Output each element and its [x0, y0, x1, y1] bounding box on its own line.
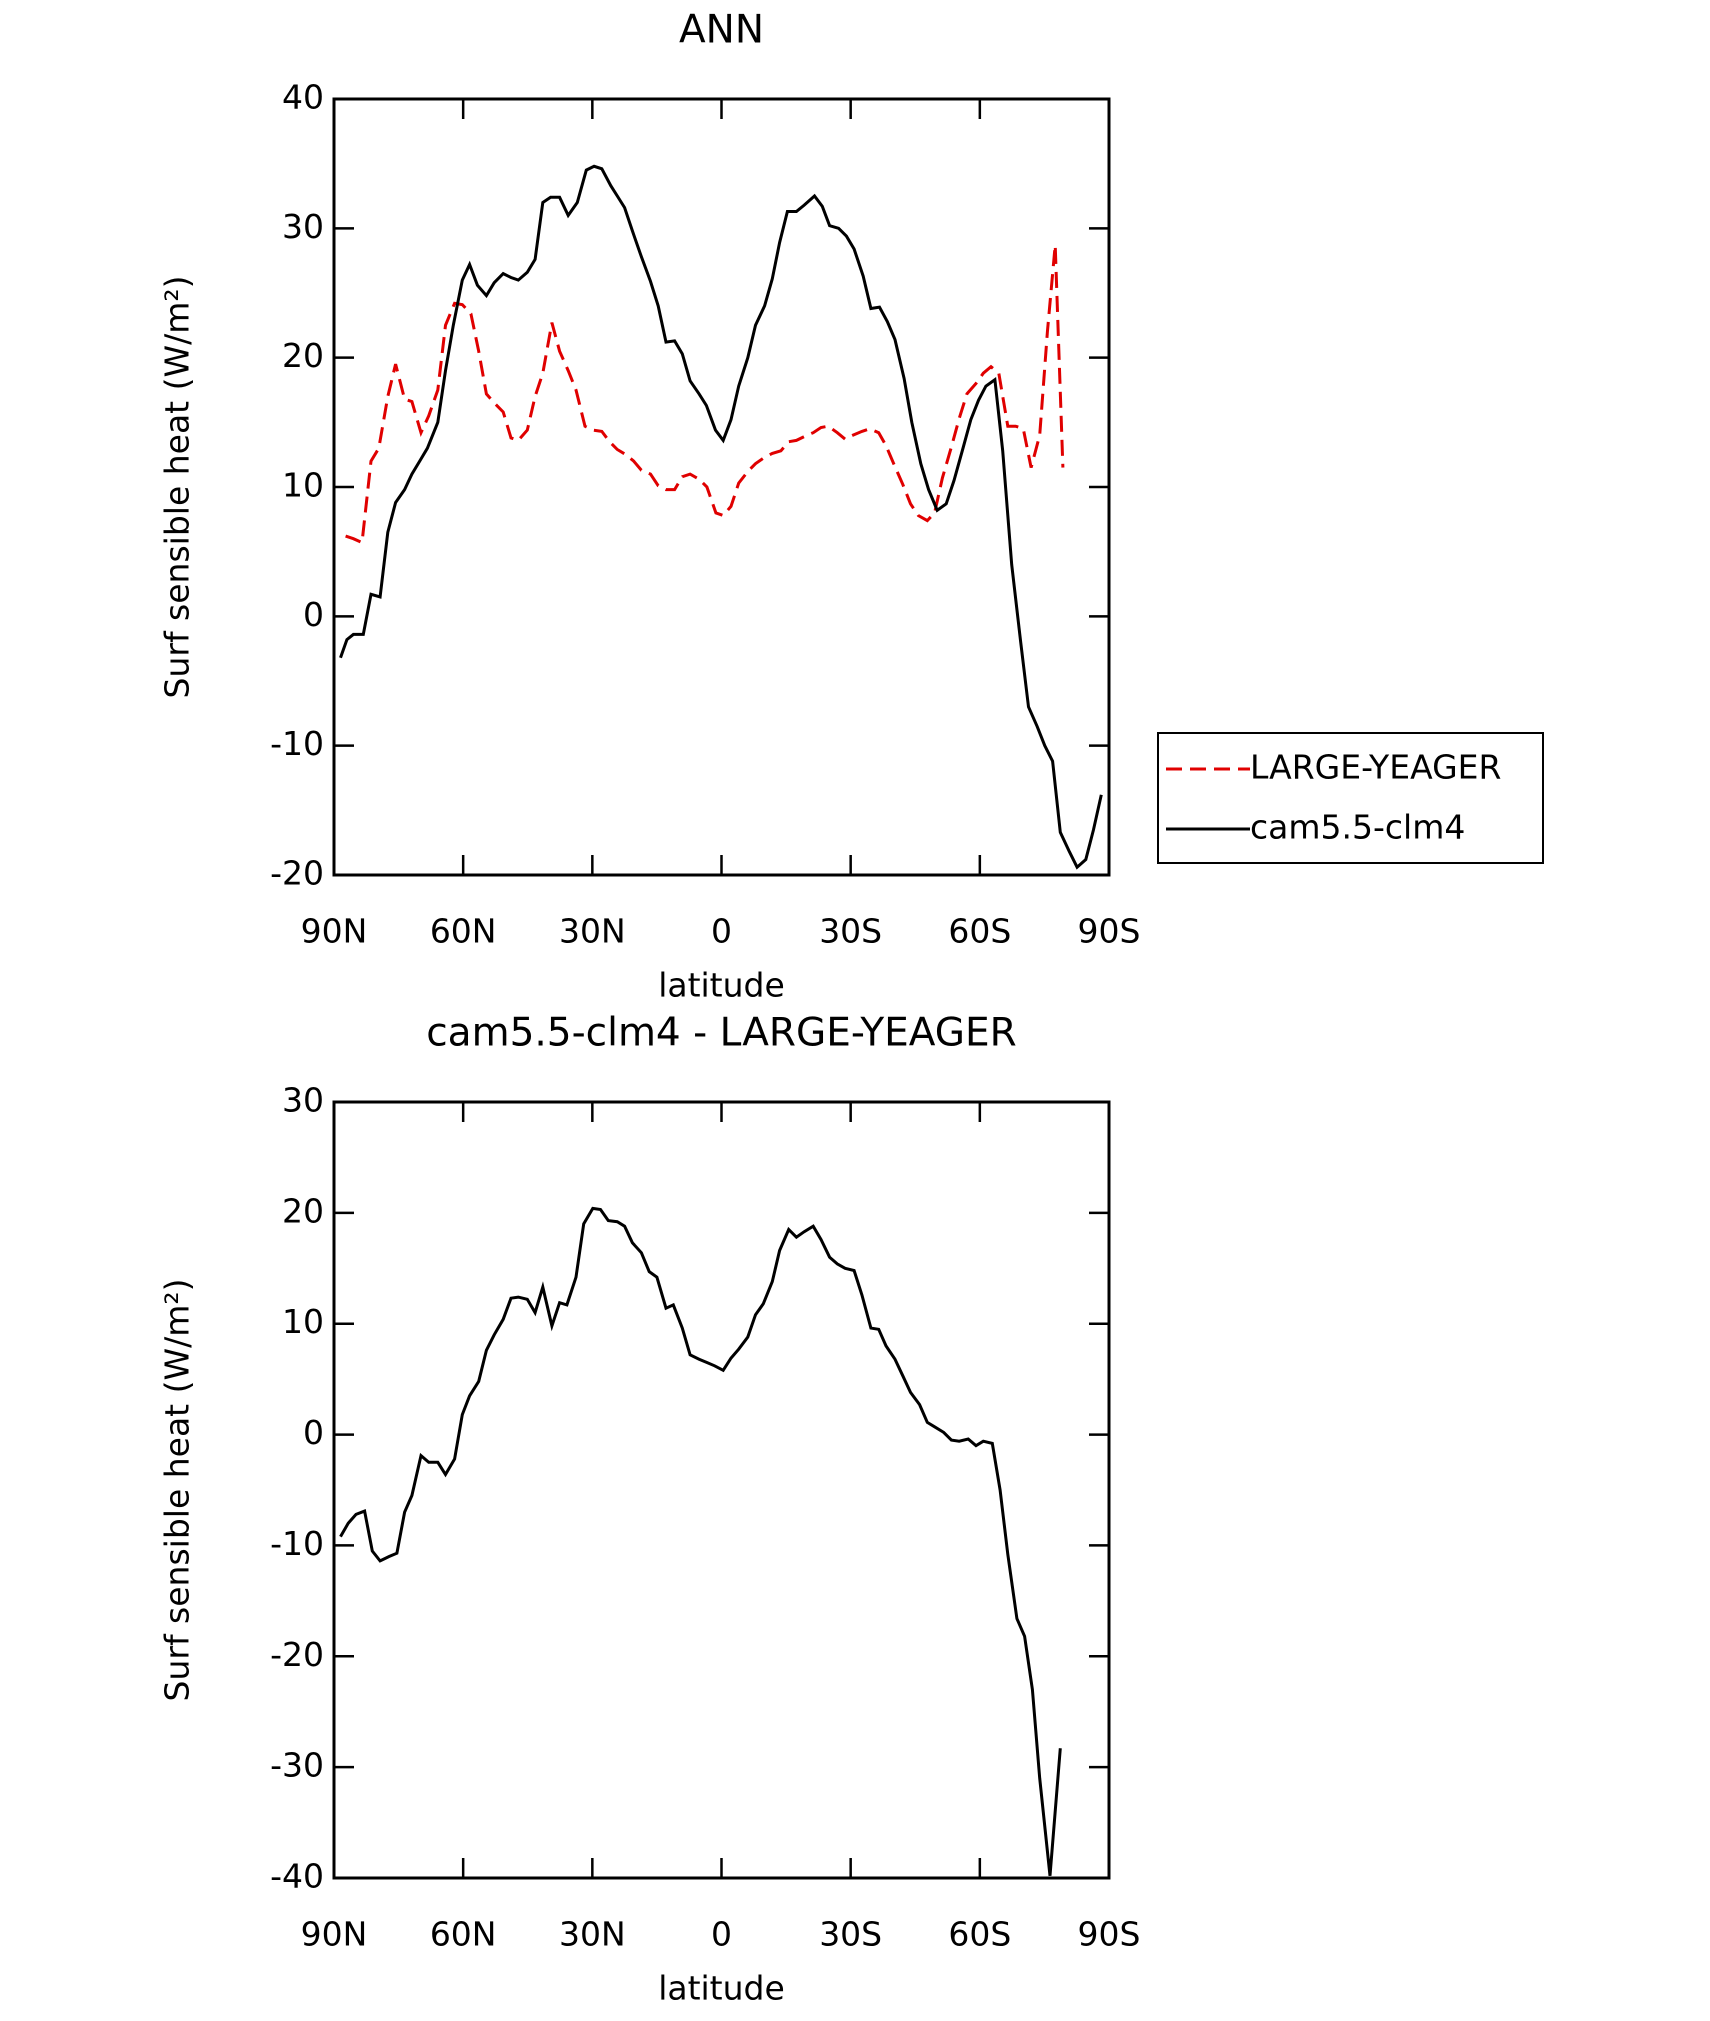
x-tick-label: 30N — [559, 912, 626, 951]
y-tick-label: -10 — [270, 1524, 324, 1563]
data-line — [345, 244, 1065, 545]
y-tick-label: 40 — [282, 78, 324, 117]
x-axis-label: latitude — [658, 1969, 785, 2008]
y-tick-label: -20 — [270, 854, 324, 893]
y-tick-label: 20 — [282, 336, 324, 375]
x-tick-label: 60N — [430, 1915, 497, 1954]
x-tick-label: 90S — [1078, 912, 1141, 951]
data-line — [339, 1206, 1062, 1876]
x-tick-label: 30S — [819, 912, 882, 951]
y-tick-label: -20 — [270, 1635, 324, 1674]
y-tick-label: -30 — [270, 1746, 324, 1785]
x-tick-label: 60N — [430, 912, 497, 951]
legend-label: cam5.5-clm4 — [1250, 808, 1465, 847]
chart-title: ANN — [679, 8, 764, 53]
x-tick-label: 0 — [711, 1915, 732, 1954]
y-tick-label: 30 — [282, 207, 324, 246]
data-line — [339, 164, 1103, 870]
plot-frame — [332, 97, 1111, 877]
legend-label: LARGE-YEAGER — [1250, 748, 1501, 787]
x-tick-label: 30N — [559, 1915, 626, 1954]
x-tick-label: 90N — [301, 912, 368, 951]
chart-title: cam5.5-clm4 - LARGE-YEAGER — [426, 1011, 1017, 1056]
y-tick-label: -40 — [270, 1857, 324, 1896]
legend-box — [1157, 732, 1544, 864]
y-axis-label: Surf sensible heat (W/m²) — [158, 276, 197, 699]
y-tick-label: -10 — [270, 724, 324, 763]
x-tick-label: 30S — [819, 1915, 882, 1954]
x-tick-label: 0 — [711, 912, 732, 951]
x-tick-label: 60S — [948, 1915, 1011, 1954]
y-tick-label: 10 — [282, 1302, 324, 1341]
y-tick-label: 30 — [282, 1081, 324, 1120]
y-tick-label: 0 — [303, 1413, 324, 1452]
x-tick-label: 90N — [301, 1915, 368, 1954]
x-tick-label: 90S — [1078, 1915, 1141, 1954]
x-axis-label: latitude — [658, 966, 785, 1005]
plot-frame — [332, 1100, 1111, 1880]
y-tick-label: 20 — [282, 1191, 324, 1230]
y-tick-label: 10 — [282, 466, 324, 505]
x-tick-label: 60S — [948, 912, 1011, 951]
y-tick-label: 0 — [303, 595, 324, 634]
y-axis-label: Surf sensible heat (W/m²) — [158, 1279, 197, 1702]
